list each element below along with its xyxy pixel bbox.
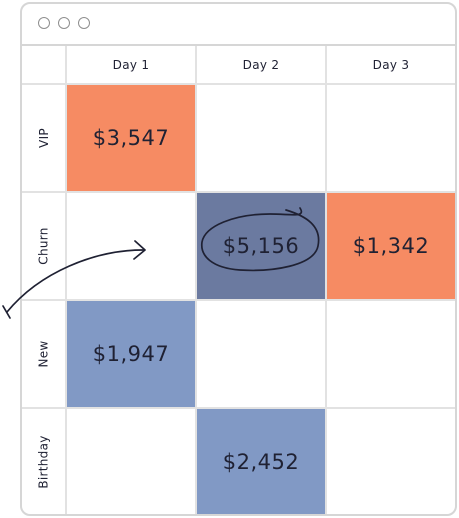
grid-divider <box>22 83 455 85</box>
cell-churn-day-3[interactable]: $1,342 <box>326 192 455 300</box>
grid-divider <box>325 46 327 514</box>
grid-divider <box>22 299 455 301</box>
row-label: Birthday <box>37 435 52 489</box>
cell-new-day-2[interactable] <box>196 300 326 408</box>
cell-churn-day-1[interactable] <box>66 192 196 300</box>
cell-vip-day-1[interactable]: $3,547 <box>66 84 196 192</box>
row-header-new: New <box>22 300 66 408</box>
window-control-dot[interactable] <box>38 17 50 29</box>
row-header-churn: Churn <box>22 192 66 300</box>
app-window: Day 1 Day 2 Day 3 VIP Churn New Birthday… <box>20 2 457 516</box>
window-control-dot[interactable] <box>78 17 90 29</box>
cell-new-day-1[interactable]: $1,947 <box>66 300 196 408</box>
cell-vip-day-2[interactable] <box>196 84 326 192</box>
grid-divider <box>195 46 197 514</box>
row-header-birthday: Birthday <box>22 408 66 514</box>
cell-birthday-day-1[interactable] <box>66 408 196 514</box>
cell-birthday-day-3[interactable] <box>326 408 455 514</box>
window-control-dot[interactable] <box>58 17 70 29</box>
grid-divider <box>22 191 455 193</box>
cell-new-day-3[interactable] <box>326 300 455 408</box>
row-label: VIP <box>36 128 51 148</box>
title-bar <box>22 4 455 46</box>
column-header-day-2: Day 2 <box>242 58 280 72</box>
column-header-day-3: Day 3 <box>372 58 410 72</box>
row-label: Churn <box>36 227 51 265</box>
cell-churn-day-2[interactable]: $5,156 <box>196 192 326 300</box>
cell-vip-day-3[interactable] <box>326 84 455 192</box>
row-label: New <box>36 340 51 368</box>
grid-divider <box>22 407 455 409</box>
column-header-day-1: Day 1 <box>112 58 150 72</box>
cell-birthday-day-2[interactable]: $2,452 <box>196 408 326 514</box>
grid-divider <box>65 46 67 514</box>
arrow-tail-icon <box>2 305 11 319</box>
row-header-vip: VIP <box>22 84 66 192</box>
